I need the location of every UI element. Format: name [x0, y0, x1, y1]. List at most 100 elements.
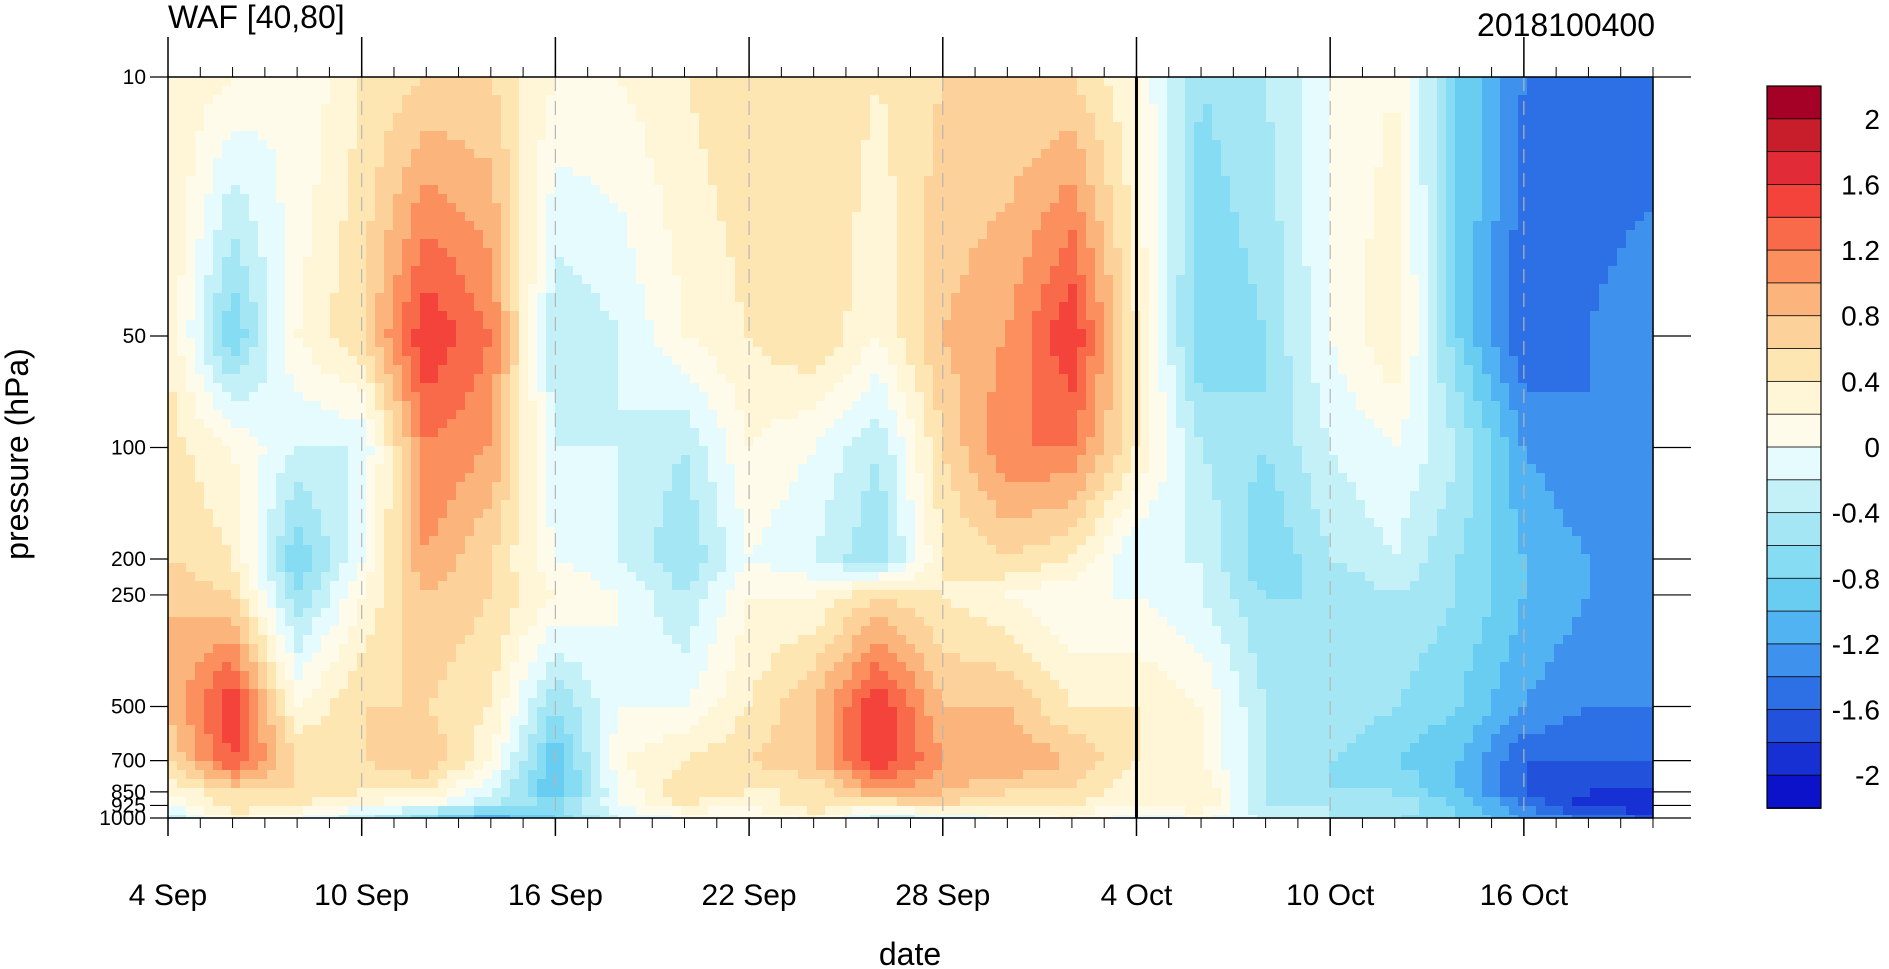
- waf-cell: [645, 140, 655, 150]
- waf-cell: [519, 158, 529, 168]
- waf-cell: [1509, 311, 1519, 321]
- waf-cell: [438, 230, 448, 240]
- waf-cell: [1302, 320, 1312, 330]
- waf-cell: [1311, 284, 1321, 294]
- waf-cell: [1563, 113, 1573, 123]
- waf-cell: [429, 293, 439, 303]
- waf-cell: [1014, 194, 1024, 204]
- waf-cell: [699, 302, 709, 312]
- waf-cell: [213, 257, 223, 267]
- waf-cell: [1149, 185, 1159, 195]
- waf-cell: [960, 77, 970, 87]
- waf-cell: [1284, 113, 1294, 123]
- waf-cell: [222, 275, 232, 285]
- waf-cell: [213, 230, 223, 240]
- waf-cell: [1077, 158, 1087, 168]
- waf-cell: [204, 257, 214, 267]
- waf-cell: [1302, 338, 1312, 348]
- waf-cell: [249, 266, 259, 276]
- waf-cell: [609, 176, 619, 186]
- waf-cell: [438, 320, 448, 330]
- waf-cell: [798, 311, 808, 321]
- waf-cell: [861, 275, 871, 285]
- waf-cell: [582, 113, 592, 123]
- waf-cell: [1608, 293, 1618, 303]
- waf-cell: [1356, 113, 1366, 123]
- waf-cell: [1059, 266, 1069, 276]
- waf-cell: [222, 203, 232, 213]
- waf-cell: [627, 257, 637, 267]
- waf-cell: [834, 302, 844, 312]
- waf-cell: [978, 338, 988, 348]
- waf-cell: [231, 284, 241, 294]
- waf-cell: [978, 284, 988, 294]
- waf-cell: [1122, 194, 1132, 204]
- waf-cell: [897, 113, 907, 123]
- waf-cell: [222, 266, 232, 276]
- waf-cell: [1599, 221, 1609, 231]
- waf-cell: [483, 212, 493, 222]
- waf-cell: [438, 338, 448, 348]
- waf-cell: [915, 212, 925, 222]
- waf-cell: [1563, 329, 1573, 339]
- waf-cell: [843, 158, 853, 168]
- waf-cell: [1365, 212, 1375, 222]
- waf-cell: [825, 311, 835, 321]
- waf-cell: [1455, 149, 1465, 159]
- waf-cell: [735, 203, 745, 213]
- waf-cell: [789, 275, 799, 285]
- waf-cell: [951, 230, 961, 240]
- waf-cell: [1212, 140, 1222, 150]
- waf-cell: [843, 221, 853, 231]
- waf-cell: [1158, 194, 1168, 204]
- waf-cell: [753, 194, 763, 204]
- waf-cell: [1545, 284, 1555, 294]
- waf-cell: [906, 284, 916, 294]
- waf-cell: [960, 167, 970, 177]
- waf-cell: [1041, 194, 1051, 204]
- waf-cell: [690, 221, 700, 231]
- waf-cell: [177, 248, 187, 258]
- waf-cell: [177, 275, 187, 285]
- waf-cell: [1410, 212, 1420, 222]
- waf-cell: [807, 284, 817, 294]
- waf-cell: [1077, 248, 1087, 258]
- waf-cell: [600, 266, 610, 276]
- waf-cell: [573, 266, 583, 276]
- waf-cell: [420, 311, 430, 321]
- waf-cell: [969, 275, 979, 285]
- waf-cell: [375, 275, 385, 285]
- waf-cell: [1509, 122, 1519, 132]
- waf-cell: [1194, 131, 1204, 141]
- waf-cell: [1437, 284, 1447, 294]
- waf-cell: [1077, 212, 1087, 222]
- waf-cell: [1392, 275, 1402, 285]
- waf-cell: [1248, 338, 1258, 348]
- waf-cell: [1635, 311, 1645, 321]
- waf-cell: [1446, 329, 1456, 339]
- waf-cell: [1491, 77, 1501, 87]
- waf-cell: [861, 122, 871, 132]
- waf-cell: [1275, 104, 1285, 114]
- waf-cell: [1176, 284, 1186, 294]
- waf-cell: [834, 77, 844, 87]
- waf-cell: [438, 185, 448, 195]
- waf-cell: [438, 302, 448, 312]
- waf-cell: [1572, 275, 1582, 285]
- waf-cell: [1428, 140, 1438, 150]
- waf-cell: [753, 221, 763, 231]
- waf-cell: [762, 338, 772, 348]
- waf-cell: [726, 239, 736, 249]
- waf-cell: [753, 122, 763, 132]
- waf-cell: [996, 257, 1006, 267]
- waf-cell: [168, 122, 178, 132]
- waf-cell: [366, 284, 376, 294]
- waf-cell: [645, 320, 655, 330]
- waf-cell: [861, 293, 871, 303]
- waf-cell: [933, 176, 943, 186]
- waf-cell: [1500, 293, 1510, 303]
- waf-cell: [249, 248, 259, 258]
- waf-cell: [987, 212, 997, 222]
- waf-cell: [429, 347, 439, 357]
- waf-cell: [411, 104, 421, 114]
